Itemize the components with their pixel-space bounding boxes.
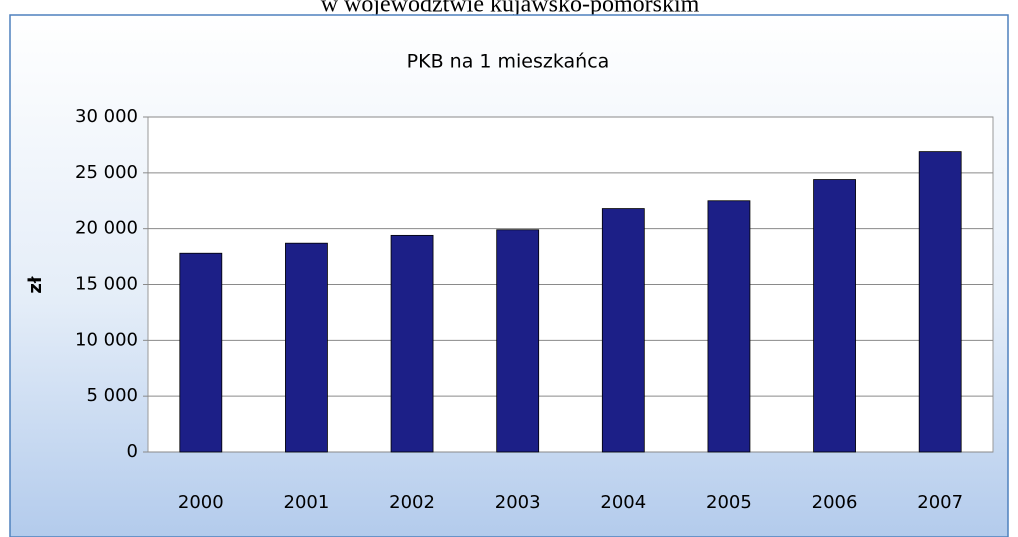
bar <box>179 252 223 453</box>
bar <box>707 200 751 453</box>
bar <box>285 242 328 453</box>
x-tick-label: 2002 <box>389 492 435 513</box>
y-tick-label: 0 <box>127 441 138 462</box>
chart-title: PKB na 1 mieszkańca <box>407 51 610 73</box>
x-tick-label: 2000 <box>178 492 224 513</box>
x-tick-label: 2003 <box>495 492 541 513</box>
bar <box>601 208 645 453</box>
bar <box>390 234 434 453</box>
y-tick-label: 10 000 <box>75 329 138 350</box>
x-tick-label: 2005 <box>706 492 752 513</box>
caption: w województwie kujawsko-pomorskim <box>321 0 700 18</box>
bar <box>813 179 856 453</box>
y-tick-label: 30 000 <box>75 106 138 127</box>
y-tick-label: 20 000 <box>75 218 138 239</box>
bar <box>496 229 540 453</box>
y-tick-label: 5 000 <box>86 385 138 406</box>
y-tick-label: 25 000 <box>75 162 138 183</box>
y-axis-label: zł <box>25 275 46 293</box>
x-tick-label: 2001 <box>284 492 330 513</box>
x-tick-label: 2007 <box>917 492 963 513</box>
y-tick-label: 15 000 <box>75 274 138 295</box>
bar <box>918 151 962 453</box>
x-tick-label: 2006 <box>812 492 858 513</box>
x-tick-label: 2004 <box>600 492 646 513</box>
